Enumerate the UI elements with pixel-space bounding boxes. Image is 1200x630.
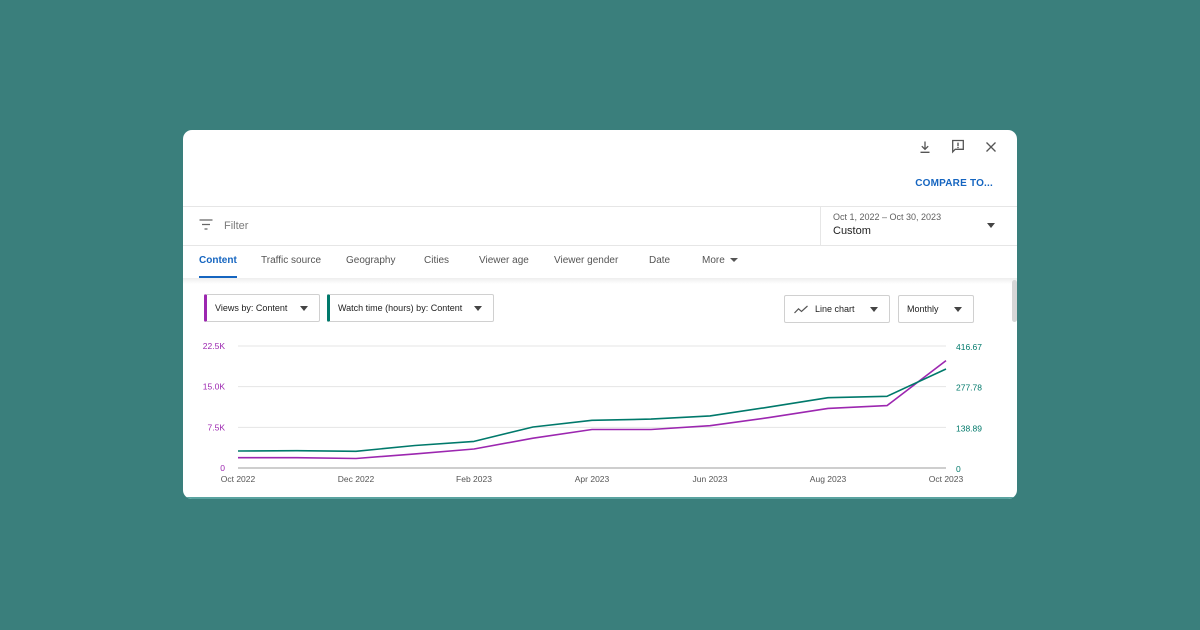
chart-type-label: Line chart	[815, 304, 855, 314]
x-axis-tick-label: Feb 2023	[456, 474, 492, 484]
x-axis-tick-label: Aug 2023	[810, 474, 847, 484]
dimension-tabs: Content Traffic source Geography Cities …	[183, 246, 1017, 278]
filter-input[interactable]: Filter	[199, 207, 248, 245]
toolbar-icons	[916, 138, 999, 155]
left-axis-tick-label: 22.5K	[203, 341, 226, 351]
scrollbar-thumb[interactable]	[1012, 280, 1017, 322]
chevron-down-icon	[300, 306, 308, 311]
left-axis-tick-label: 15.0K	[203, 382, 226, 392]
tab-content[interactable]: Content	[199, 246, 237, 278]
left-axis-tick-label: 7.5K	[208, 422, 226, 432]
metric1-dropdown[interactable]: Views by: Content	[204, 294, 320, 322]
analytics-report-card: COMPARE TO... Filter Oct 1, 2022 – Oct 3…	[183, 130, 1017, 499]
line-chart-icon	[785, 305, 808, 314]
metric2-label: Watch time (hours) by: Content	[338, 303, 463, 313]
chart-type-dropdown[interactable]: Line chart	[784, 295, 890, 323]
right-axis-tick-label: 416.67	[956, 342, 982, 352]
filter-list-icon	[199, 217, 213, 235]
right-axis-tick-label: 0	[956, 464, 961, 474]
x-axis-tick-label: Jun 2023	[693, 474, 728, 484]
tab-viewer-gender[interactable]: Viewer gender	[554, 255, 619, 266]
date-preset-text: Custom	[833, 225, 871, 237]
left-axis-tick-label: 0	[220, 463, 225, 473]
metric1-label: Views by: Content	[215, 303, 288, 313]
period-label: Monthly	[907, 304, 939, 314]
close-icon[interactable]	[982, 138, 999, 155]
chevron-down-icon	[987, 223, 995, 228]
tab-more[interactable]: More	[702, 246, 738, 278]
x-axis-tick-label: Oct 2022	[221, 474, 256, 484]
filter-bar: Filter Oct 1, 2022 – Oct 30, 2023 Custom	[183, 206, 1017, 246]
line-chart: 22.5K 416.67 15.0K 277.78 7.5K 138.89 0 0 Oct 20…	[183, 330, 1017, 499]
date-range-text: Oct 1, 2022 – Oct 30, 2023	[833, 212, 942, 222]
series-line-watch-time	[237, 368, 947, 453]
right-axis-tick-label: 138.89	[956, 423, 982, 433]
x-axis-tick-label: Apr 2023	[575, 474, 610, 484]
bottom-divider	[183, 497, 1017, 499]
filter-placeholder: Filter	[224, 220, 249, 232]
compare-to-button[interactable]: COMPARE TO...	[915, 178, 993, 189]
download-icon[interactable]	[916, 138, 933, 155]
metric2-dropdown[interactable]: Watch time (hours) by: Content	[327, 294, 494, 322]
tab-traffic-source[interactable]: Traffic source	[261, 255, 322, 266]
tab-more-label: More	[702, 255, 725, 266]
tabs-divider	[183, 278, 1017, 284]
tab-date[interactable]: Date	[649, 255, 671, 266]
series-line-views	[238, 359, 947, 460]
tab-geography[interactable]: Geography	[346, 255, 396, 266]
tab-cities[interactable]: Cities	[424, 255, 450, 266]
date-range-selector[interactable]: Oct 1, 2022 – Oct 30, 2023 Custom	[820, 207, 1017, 245]
caret-down-icon	[729, 258, 738, 263]
right-axis-tick-label: 277.78	[956, 383, 982, 393]
chevron-down-icon	[954, 307, 962, 312]
period-dropdown[interactable]: Monthly	[898, 295, 974, 323]
x-axis-tick-label: Dec 2022	[338, 474, 375, 484]
chevron-down-icon	[870, 307, 878, 312]
chevron-down-icon	[474, 306, 482, 311]
x-axis-tick-label: Oct 2023	[929, 474, 964, 484]
feedback-icon[interactable]	[949, 138, 966, 155]
tab-viewer-age[interactable]: Viewer age	[479, 255, 529, 266]
